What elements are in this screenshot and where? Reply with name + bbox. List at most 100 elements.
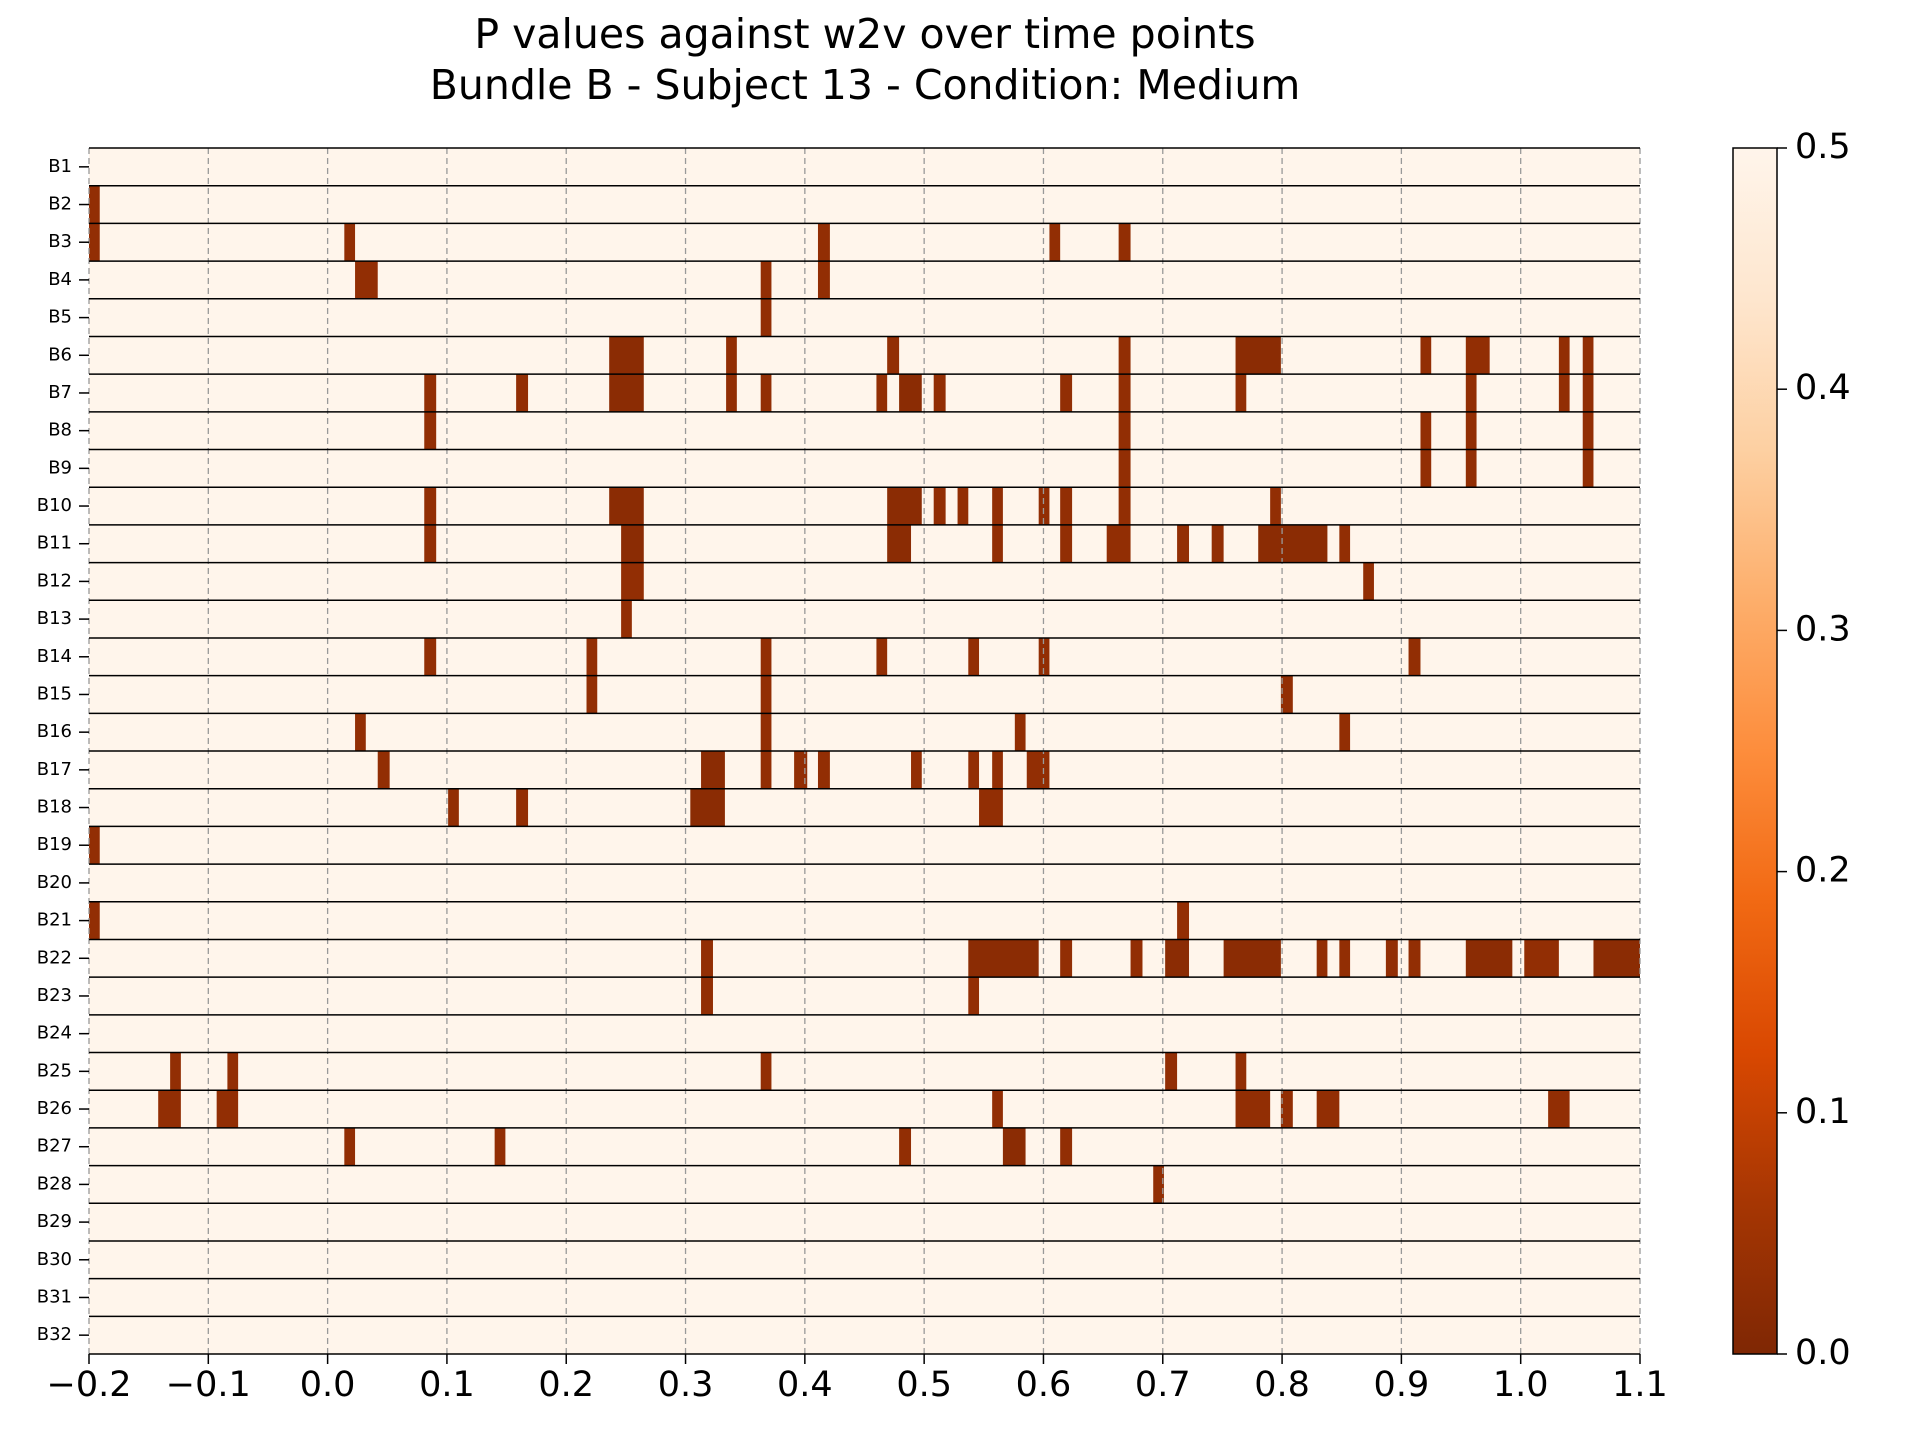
heat-cell <box>424 487 437 525</box>
y-tick-label: B1 <box>48 156 72 177</box>
y-tick-label: B26 <box>37 1098 72 1119</box>
y-tick-label: B7 <box>48 382 72 403</box>
heat-cell <box>89 223 100 262</box>
heat-cell <box>701 977 713 1015</box>
x-tick-label: 0.9 <box>1374 1365 1430 1405</box>
y-tick-label: B13 <box>37 608 72 629</box>
heat-cell <box>933 374 946 412</box>
x-tick-label: 0.6 <box>1016 1365 1072 1405</box>
x-tick-label: 0.5 <box>896 1365 952 1405</box>
heat-cell <box>760 637 772 676</box>
heat-cell <box>968 637 980 676</box>
y-tick-label: B32 <box>37 1324 72 1345</box>
heat-cell <box>1130 939 1143 978</box>
heat-cell <box>701 939 713 978</box>
y-tick-label: B2 <box>48 194 72 215</box>
heat-cell <box>1524 939 1559 978</box>
heat-cell <box>424 637 437 676</box>
x-tick-label: 1.1 <box>1612 1365 1668 1405</box>
heat-cell <box>170 1052 181 1091</box>
y-tick-label: B28 <box>37 1173 72 1194</box>
heat-cell <box>1235 1090 1271 1128</box>
heat-cell <box>760 751 772 789</box>
heat-cell <box>1270 487 1281 525</box>
x-tick-label: 1.0 <box>1493 1365 1549 1405</box>
heat-cell <box>621 524 644 563</box>
heat-cell <box>1363 562 1374 601</box>
heat-cell <box>344 1127 356 1166</box>
x-tick-label: 0.7 <box>1135 1365 1191 1405</box>
heat-cell <box>968 939 1039 978</box>
heat-cell <box>158 1090 181 1128</box>
heat-cell <box>1339 524 1351 563</box>
colorbar-tick-label: 0.3 <box>1795 609 1851 649</box>
y-tick-label: B4 <box>48 269 72 290</box>
y-tick-label: B25 <box>37 1060 72 1081</box>
heat-cell <box>887 336 900 375</box>
heat-cell <box>957 487 969 525</box>
x-tick-label: 0.0 <box>300 1365 356 1405</box>
heat-cell <box>876 637 888 676</box>
y-tick-label: B27 <box>37 1136 72 1157</box>
y-tick-label: B31 <box>37 1286 72 1307</box>
heat-cell <box>1339 713 1351 751</box>
y-tick-label: B30 <box>37 1249 72 1270</box>
heat-cell <box>609 336 644 375</box>
heat-cell <box>1118 411 1131 450</box>
x-tick-label: 0.4 <box>777 1365 833 1405</box>
heat-cell <box>89 901 100 940</box>
y-tick-label: B5 <box>48 307 72 328</box>
y-tick-label: B17 <box>37 759 72 780</box>
y-tick-label: B3 <box>48 231 72 252</box>
heat-cell <box>424 524 437 563</box>
x-tick-label: 0.2 <box>538 1365 594 1405</box>
heat-cell <box>424 374 437 412</box>
heat-cell <box>911 751 922 789</box>
heat-cell <box>899 1127 912 1166</box>
heat-cell <box>1339 939 1351 978</box>
heat-cell <box>979 788 1003 827</box>
heat-cell <box>1014 713 1026 751</box>
y-tick-label: B19 <box>37 834 72 855</box>
colorbar-tick-label: 0.2 <box>1795 851 1851 891</box>
heat-cell <box>1280 675 1293 714</box>
heat-cell <box>1465 449 1477 488</box>
heat-cell <box>1038 637 1050 676</box>
heat-cell <box>1060 939 1073 978</box>
heat-cell <box>817 751 830 789</box>
heat-cell <box>968 977 980 1015</box>
heat-cell <box>89 185 100 224</box>
x-tick-label: −0.1 <box>166 1365 251 1405</box>
heat-cell <box>1118 223 1131 262</box>
heat-cell <box>1465 411 1477 450</box>
heat-cell <box>494 1127 506 1166</box>
heat-cell <box>355 261 378 299</box>
heat-cell <box>1420 336 1432 375</box>
heat-cell <box>424 411 437 450</box>
heat-cell <box>1385 939 1398 978</box>
heat-cell <box>1118 449 1131 488</box>
heat-cell <box>1593 939 1640 978</box>
heat-cell <box>690 788 725 827</box>
heat-cell <box>1118 487 1131 525</box>
heat-cell <box>1038 487 1050 525</box>
y-tick-label: B6 <box>48 344 72 365</box>
heat-cell <box>609 487 644 525</box>
heat-cell <box>377 751 390 789</box>
heat-cell <box>1165 1052 1178 1091</box>
heat-cell <box>1049 223 1061 262</box>
heat-cell <box>1118 336 1131 375</box>
heat-cell <box>516 788 529 827</box>
y-tick-label: B20 <box>37 872 72 893</box>
x-tick-label: 0.8 <box>1254 1365 1310 1405</box>
heat-cell <box>1582 336 1594 375</box>
heat-cell <box>1420 449 1432 488</box>
heat-cell <box>1558 336 1570 375</box>
y-tick-label: B8 <box>48 420 72 441</box>
heat-cell <box>1465 374 1477 412</box>
y-tick-label: B18 <box>37 797 72 818</box>
y-tick-label: B9 <box>48 457 72 478</box>
heat-cell <box>1153 1165 1164 1204</box>
